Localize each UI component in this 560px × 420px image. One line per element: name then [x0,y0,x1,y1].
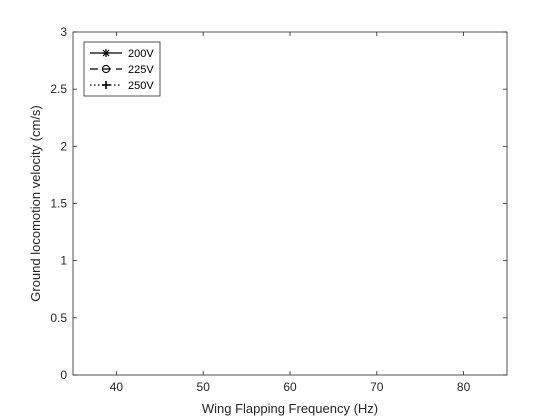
y-tick-label: 3 [60,25,67,39]
legend-item-250V: 250V [90,80,154,92]
y-tick-label: 0.5 [50,311,67,325]
marker-stroke [102,49,110,57]
y-tick-label: 0 [60,368,67,382]
x-tick-label: 80 [457,380,471,394]
x-tick-label: 60 [283,380,297,394]
marker-circle [101,64,111,74]
x-tick-label: 70 [370,380,384,394]
legend-marker [102,81,110,89]
legend-marker [101,64,111,74]
legend-label: 225V [128,64,154,76]
y-tick-label: 2.5 [50,82,67,96]
y-tick-label: 1.5 [50,197,67,211]
legend-marker [102,49,110,57]
y-tick-label: 2 [60,139,67,153]
y-tick-label: 1 [60,254,67,268]
legend-label: 250V [128,80,154,92]
legend: 200V 225V 250V [83,41,161,97]
y-axis-title: Ground locomotion velocity (cm/s) [28,105,43,302]
x-tick-label: 40 [110,380,124,394]
x-tick-label: 50 [197,380,211,394]
legend-item-200V: 200V [90,48,154,60]
x-axis-title: Wing Flapping Frequency (Hz) [202,401,378,416]
legend-label: 200V [128,48,154,60]
legend-item-225V: 225V [90,64,154,76]
